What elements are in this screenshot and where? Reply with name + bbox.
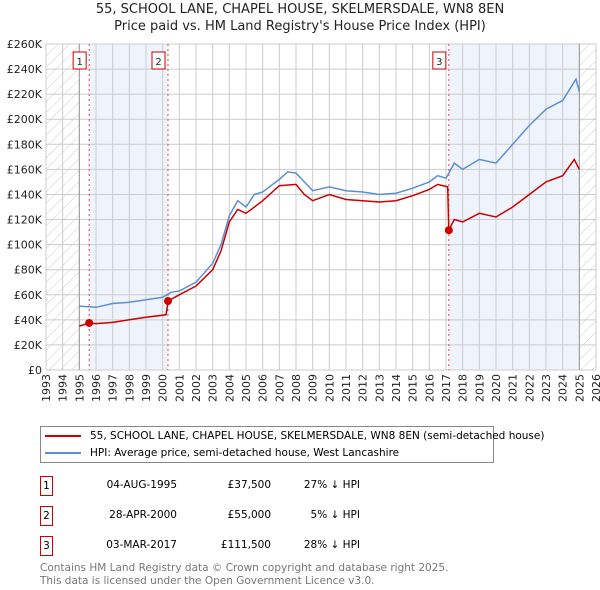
x-tick-label: 2014	[390, 374, 403, 402]
x-tick-label: 2022	[523, 374, 536, 402]
sale-label-box	[432, 51, 447, 70]
legend-swatch-blue	[45, 452, 81, 454]
x-tick-label: 1998	[123, 374, 136, 402]
y-tick-label: £260K	[7, 38, 43, 51]
y-tick-label: £60K	[14, 289, 43, 302]
x-tick-label: 2004	[223, 374, 236, 402]
legend-swatch-red	[45, 435, 81, 437]
sale-date: 03-MAR-2017	[106, 539, 177, 551]
y-tick-label: £0	[28, 364, 42, 377]
x-tick-label: 2002	[190, 374, 203, 402]
sale-row: 3 03-MAR-2017 £111,500 28% ↓ HPI	[40, 536, 440, 556]
x-tick-label: 1994	[57, 374, 70, 402]
x-tick-label: 2021	[507, 374, 520, 402]
x-tick-label: 2015	[407, 374, 420, 402]
sale-point	[444, 226, 453, 235]
x-tick-label: 2020	[490, 374, 503, 402]
sale-date: 04-AUG-1995	[106, 479, 177, 491]
x-tick-label: 2001	[173, 374, 186, 402]
y-tick-label: £20K	[14, 339, 43, 352]
sale-marker-box: 3	[40, 536, 53, 556]
sale-hpi-diff: 28% ↓ HPI	[303, 539, 360, 551]
x-tick-label: 2000	[157, 374, 170, 402]
x-tick-label: 2007	[273, 374, 286, 402]
x-tick-label: 1996	[90, 374, 103, 402]
legend-item-hpi: HPI: Average price, semi-detached house,…	[45, 445, 399, 461]
x-tick-label: 1999	[140, 374, 153, 402]
x-tick-label: 1993	[40, 374, 53, 402]
y-tick-label: £100K	[7, 239, 43, 252]
x-tick-label: 2019	[473, 374, 486, 402]
x-tick-label: 2025	[573, 374, 586, 402]
x-tick-label: 2003	[207, 374, 220, 402]
legend-label: HPI: Average price, semi-detached house,…	[90, 447, 400, 459]
x-tick-label: 2016	[423, 374, 436, 402]
x-tick-label: 2006	[257, 374, 270, 402]
sale-hpi-diff: 27% ↓ HPI	[303, 479, 360, 491]
sale-point	[85, 318, 94, 327]
y-tick-label: £80K	[14, 264, 43, 277]
sale-price: £111,500	[220, 539, 271, 551]
sale-label: 2	[155, 57, 161, 68]
sale-label-box	[151, 51, 166, 70]
sale-row: 1 04-AUG-1995 £37,500 27% ↓ HPI	[40, 476, 440, 496]
y-tick-label: £220K	[7, 88, 43, 101]
footer-licence: This data is licensed under the Open Gov…	[40, 575, 375, 587]
shaded-period	[448, 44, 580, 370]
x-tick-label: 2013	[373, 374, 386, 402]
sale-marker-box: 2	[40, 506, 53, 526]
x-tick-label: 2011	[340, 374, 353, 402]
sale-label-box	[72, 51, 87, 70]
y-tick-label: £140K	[7, 188, 43, 201]
footer-copyright: Contains HM Land Registry data © Crown c…	[40, 562, 449, 574]
sale-date: 28-APR-2000	[109, 509, 177, 521]
x-tick-label: 2017	[440, 374, 453, 402]
legend-label: 55, SCHOOL LANE, CHAPEL HOUSE, SKELMERSD…	[90, 430, 545, 442]
x-tick-label: 1997	[107, 374, 120, 402]
sale-label: 1	[76, 57, 82, 68]
legend-item-property: 55, SCHOOL LANE, CHAPEL HOUSE, SKELMERSD…	[45, 428, 544, 444]
x-tick-label: 2026	[590, 374, 600, 402]
chart-title: 55, SCHOOL LANE, CHAPEL HOUSE, SKELMERSD…	[95, 2, 505, 17]
price-chart: 1993 1994 1995 1996 1997 1998 1999 2000 2001 2002…	[7, 38, 600, 402]
chart-subtitle: Price paid vs. HM Land Registry's House …	[114, 19, 486, 34]
x-tick-label: 2018	[457, 374, 470, 402]
sale-price: £37,500	[227, 479, 271, 491]
x-tick-label: 2024	[557, 374, 570, 402]
legend: 55, SCHOOL LANE, CHAPEL HOUSE, SKELMERSD…	[40, 426, 544, 463]
hpi-line	[79, 77, 581, 309]
x-tick-label: 2010	[323, 374, 336, 402]
sale-marker-box: 1	[40, 476, 53, 496]
sale-hpi-diff: 5% ↓ HPI	[310, 509, 360, 521]
y-tick-label: £180K	[7, 138, 43, 151]
x-tick-label: 2008	[290, 374, 303, 402]
y-tick-label: £200K	[7, 113, 43, 126]
sale-price: £55,000	[227, 509, 271, 521]
shaded-period	[89, 44, 168, 370]
x-tick-label: 2023	[540, 374, 553, 402]
hatched-no-data-right	[579, 44, 596, 370]
y-tick-label: £120K	[7, 214, 43, 227]
sale-label: 3	[436, 57, 442, 68]
property-price-line	[79, 157, 580, 327]
y-tick-label: £160K	[7, 163, 43, 176]
x-tick-label: 2012	[357, 374, 370, 402]
y-tick-label: £40K	[14, 314, 43, 327]
x-tick-label: 1995	[73, 374, 86, 402]
sale-point	[164, 297, 172, 306]
x-tick-label: 2009	[307, 374, 320, 402]
x-tick-label: 2005	[240, 374, 253, 402]
y-tick-label: £240K	[7, 63, 43, 76]
sale-row: 2 28-APR-2000 £55,000 5% ↓ HPI	[40, 506, 440, 526]
